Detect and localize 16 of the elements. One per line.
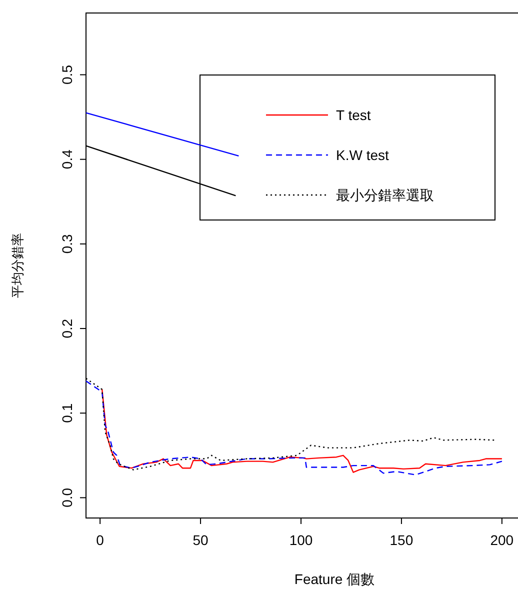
y-tick-label: 0.0	[59, 488, 75, 508]
x-tick-label: 150	[390, 532, 414, 548]
x-tick-label: 100	[289, 532, 313, 548]
x-tick-label: 200	[490, 532, 514, 548]
legend-label: K.W test	[336, 147, 390, 163]
y-tick-label: 0.5	[59, 64, 75, 84]
x-axis-title: Feature 個數	[294, 571, 375, 587]
legend-label: T test	[336, 107, 371, 123]
x-tick-label: 50	[192, 532, 209, 548]
y-axis-title: 平均分錯率	[10, 233, 25, 298]
y-tick-label: 0.2	[59, 318, 75, 338]
y-tick-label: 0.4	[59, 149, 75, 170]
x-tick-label: 0	[96, 532, 104, 548]
y-tick-label: 0.3	[59, 234, 75, 254]
y-tick-label: 0.1	[59, 403, 75, 423]
legend-label: 最小分錯率選取	[336, 187, 434, 203]
